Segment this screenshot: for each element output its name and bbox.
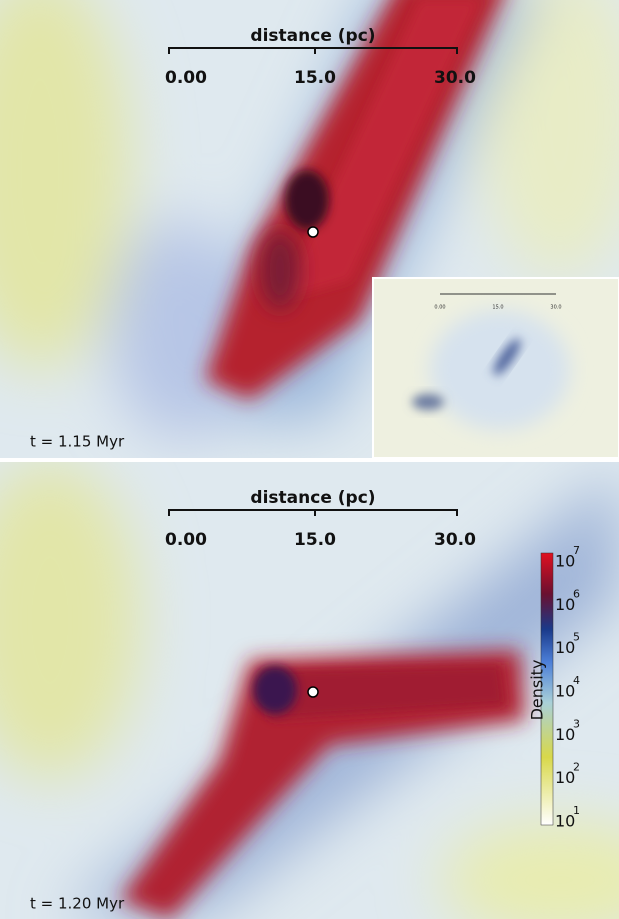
inset-tick-label: 0.00 [434,305,445,311]
colorbar-tick-exponent: 4 [573,674,580,687]
scale-label: distance (pc) [250,26,375,46]
scale-tick-label: 15.0 [294,530,336,550]
figure: Density distance (pc) 0.00 15.0 30.0 t = 1.1… [0,0,619,919]
scale-label: distance (pc) [250,488,375,508]
time-label: t = 1.20 Myr [30,895,125,913]
colorbar-tick-exponent: 6 [573,587,580,600]
scale-tick-label: 15.0 [294,68,336,88]
colorbar-tick-exponent: 1 [573,804,580,817]
colorbar-tick-exponent: 2 [573,761,580,774]
bottom-panel [0,460,619,919]
inset-tick-label: 15.0 [492,305,503,311]
scale-tick-label: 0.00 [165,530,207,550]
scale-tick-label: 30.0 [434,530,476,550]
colorbar-tick-exponent: 5 [573,631,580,644]
inset-tick-label: 30.0 [550,305,561,311]
colorbar-tick-exponent: 7 [573,544,580,557]
time-label: t = 1.15 Myr [30,433,125,451]
scale-tick-label: 0.00 [165,68,207,88]
colorbar-label: Density [528,660,547,721]
colorbar-tick-exponent: 3 [573,717,580,730]
scale-tick-label: 30.0 [434,68,476,88]
